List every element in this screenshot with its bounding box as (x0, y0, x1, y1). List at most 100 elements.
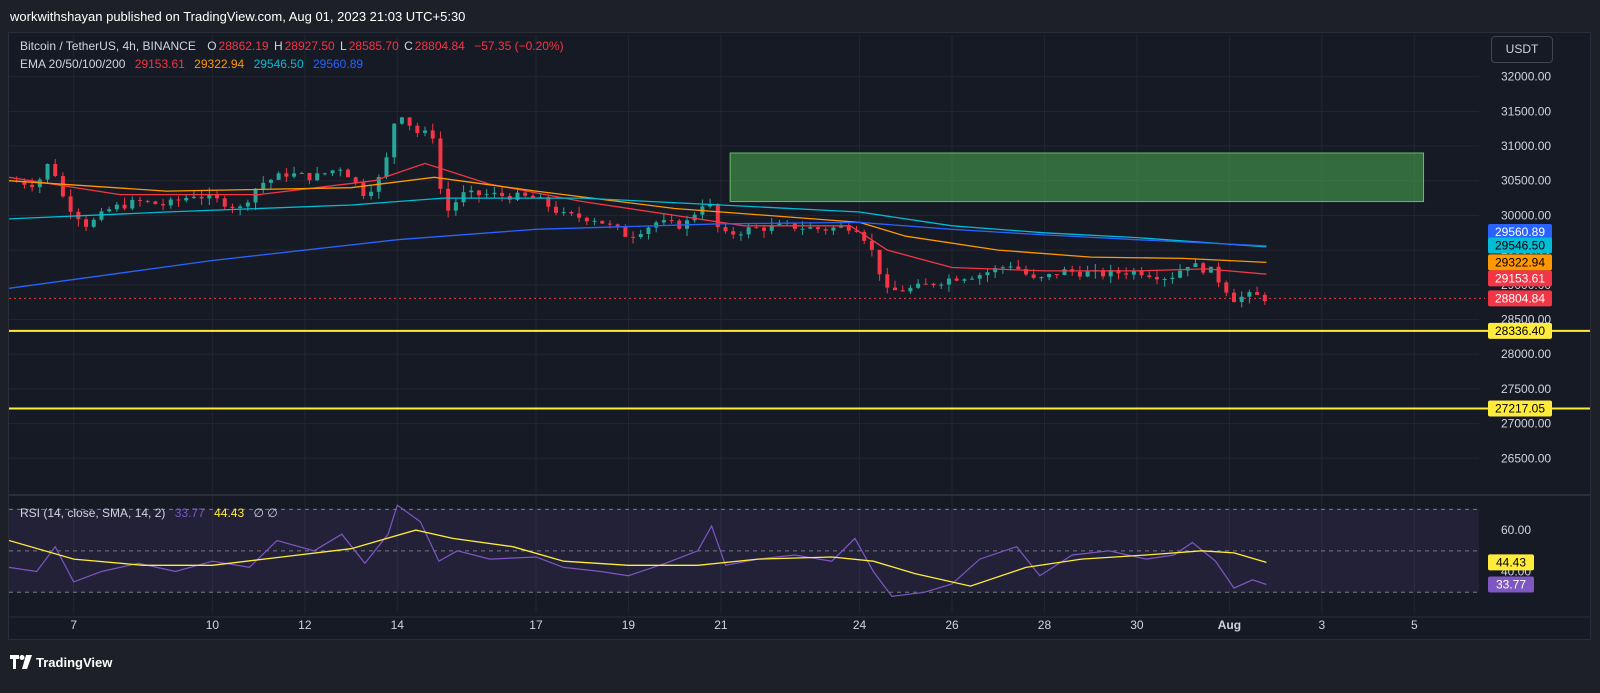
candle-down (438, 138, 443, 189)
candle-up (276, 173, 281, 180)
candle-up (207, 194, 212, 199)
candle-down (846, 225, 851, 231)
ema-axis-label: 29560.89 (1495, 225, 1545, 239)
candle-down (862, 231, 867, 241)
ema-line-ema50 (9, 176, 1267, 264)
candle-up (261, 182, 266, 189)
candle-up (369, 191, 374, 197)
candle-up (646, 227, 651, 234)
candle-down (546, 197, 551, 207)
candle-down (53, 163, 58, 176)
candle-down (584, 217, 589, 222)
candle-up (1162, 278, 1167, 280)
time-tick-label: 12 (298, 618, 312, 632)
time-tick-label: 10 (206, 618, 220, 632)
candle-down (1016, 266, 1021, 269)
candle-down (723, 227, 728, 232)
candle-down (1116, 270, 1121, 274)
candle-down (607, 223, 612, 225)
price-tick-label: 26500.00 (1501, 451, 1551, 465)
candle-up (654, 222, 659, 228)
ema-line-ema20 (9, 162, 1267, 275)
chart-canvas[interactable]: 26500.0027000.0027500.0028000.0028500.00… (9, 33, 1591, 640)
supply-zone (729, 152, 1425, 203)
candle-up (1108, 270, 1113, 277)
candle-down (353, 177, 358, 183)
currency-button[interactable]: USDT (1491, 36, 1553, 63)
ohlc-close-label: C (404, 39, 413, 53)
rsi-sma-axis-label: 44.43 (1496, 555, 1526, 569)
rsi-legend: RSI (14, close, SMA, 14, 2) 33.77 44.43 … (20, 506, 280, 520)
price-tick-label: 32000.00 (1501, 70, 1551, 84)
price-tick-label: 31000.00 (1501, 139, 1551, 153)
candle-down (345, 169, 350, 178)
ema200-value: 29560.89 (312, 57, 364, 71)
candle-up (962, 279, 967, 281)
tradingview-logo[interactable]: TradingView (10, 653, 112, 671)
candle-down (900, 290, 905, 292)
rsi-legend-value: 33.77 (174, 506, 205, 520)
ohlc-close-value: 28804.84 (414, 39, 465, 53)
price-change: −57.35 (−0.20%) (474, 39, 564, 53)
candle-up (515, 192, 520, 200)
candle-down (715, 204, 720, 228)
candle-up (191, 196, 196, 198)
symbol-title: Bitcoin / TetherUS, 4h, BINANCE (20, 39, 196, 53)
ohlc-open-label: O (207, 39, 217, 53)
candle-down (1262, 294, 1267, 302)
candle-up (708, 204, 713, 207)
candle-down (430, 130, 435, 139)
time-tick-label: Aug (1218, 618, 1241, 632)
support-price-label-bg (1488, 322, 1552, 339)
candle-down (176, 199, 181, 201)
candle-down (500, 192, 505, 196)
ema50-value: 29322.94 (194, 57, 245, 71)
candle-up (769, 225, 774, 231)
candle-up (245, 202, 250, 207)
candle-up (1047, 274, 1052, 278)
candle-down (1031, 274, 1036, 278)
ema-line-ema200 (9, 221, 1267, 289)
time-tick-label: 5 (1411, 618, 1418, 632)
candle-down (815, 227, 820, 230)
ema-axis-label-bg (1488, 270, 1552, 287)
candle-down (954, 278, 959, 281)
candle-down (30, 184, 35, 188)
candle-up (461, 192, 466, 203)
candle-up (469, 190, 474, 193)
rsi-sma-axis-label-bg (1488, 554, 1534, 571)
candle-down (476, 190, 481, 196)
candle-down (22, 181, 27, 185)
ohlc-high-value: 28927.50 (284, 39, 335, 53)
candle-up (423, 130, 428, 133)
candle-down (199, 196, 204, 199)
ema-axis-label-bg (1488, 224, 1552, 241)
candle-up (839, 225, 844, 228)
candle-down (554, 206, 559, 213)
published-line: workwithshayan published on TradingView.… (10, 9, 466, 24)
ema-axis-label: 29153.61 (1495, 271, 1545, 285)
candle-down (84, 219, 89, 227)
candle-down (931, 283, 936, 286)
candle-up (939, 284, 944, 286)
candle-up (399, 117, 404, 124)
chart-panel[interactable]: 26500.00 27000.00 27500.00 28000.00 28500.00… (8, 32, 1591, 640)
candle-up (946, 278, 951, 285)
candle-up (1193, 263, 1198, 268)
time-tick-label: 17 (529, 618, 543, 632)
candle-down (1077, 271, 1082, 277)
candle-down (523, 192, 528, 196)
support-price-label: 28336.40 (1495, 324, 1545, 338)
candle-up (268, 179, 273, 183)
candle-up (392, 123, 397, 158)
candle-up (91, 219, 96, 227)
candle-down (877, 249, 882, 275)
candle-up (114, 204, 119, 210)
candle-up (322, 173, 327, 175)
rsi-tick-label: 60.00 (1501, 523, 1531, 537)
ohlc-open-value: 28862.19 (218, 39, 269, 53)
ema-axis-label-bg (1488, 254, 1552, 271)
time-tick-label: 21 (714, 618, 728, 632)
price-tick-label: 27500.00 (1501, 382, 1551, 396)
candle-down (1255, 292, 1260, 295)
